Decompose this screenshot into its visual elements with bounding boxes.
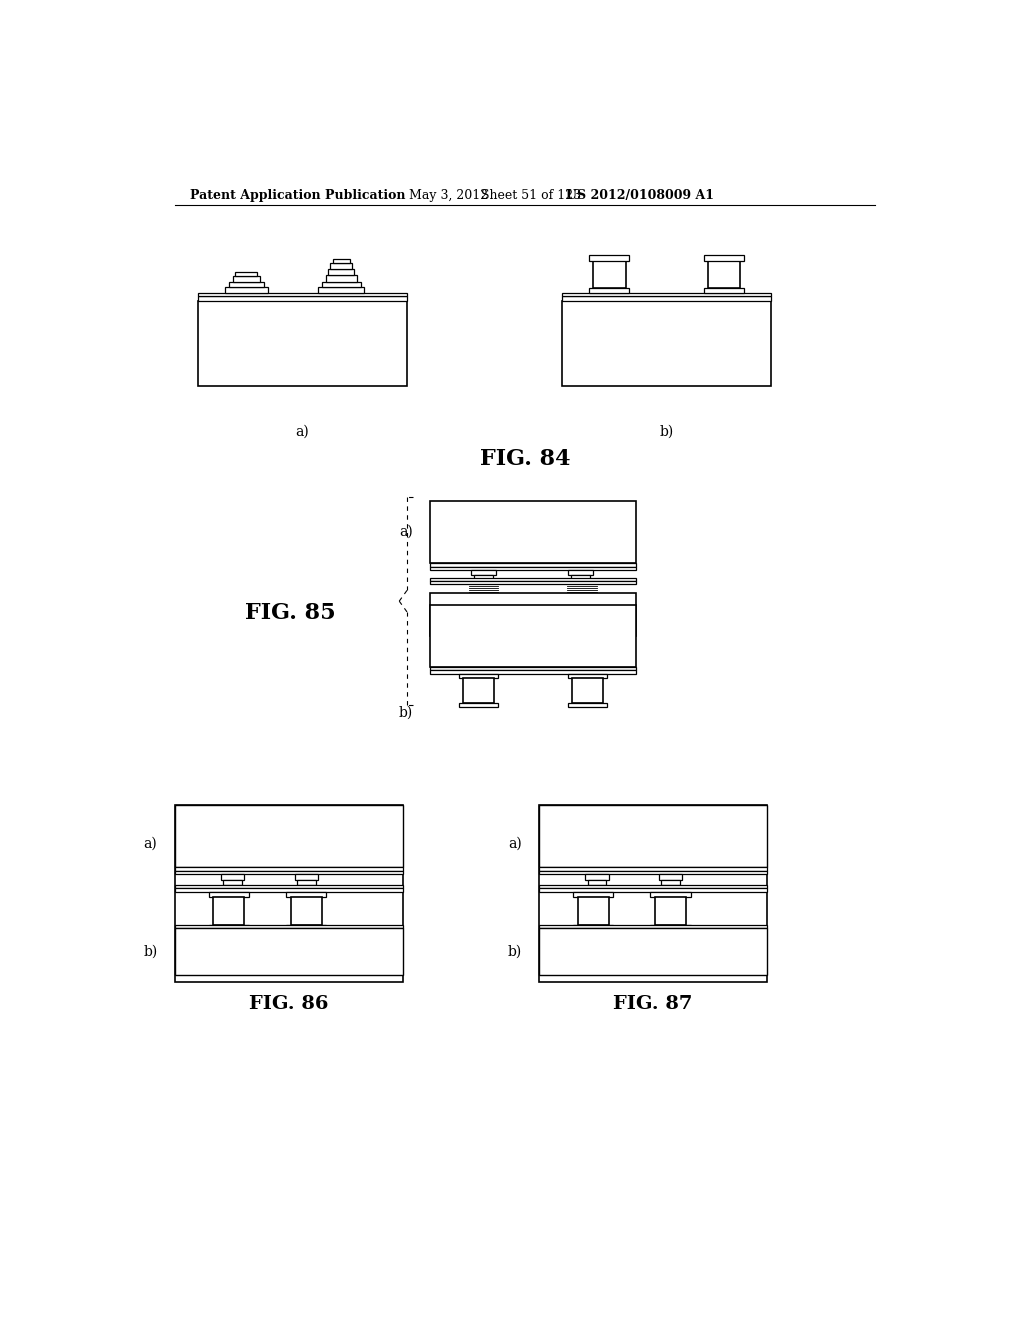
Text: b): b) (143, 945, 158, 958)
Bar (430, 605, 636, 667)
Bar (539, 928, 767, 974)
Bar (223, 880, 242, 884)
Bar (539, 871, 767, 874)
Bar (174, 867, 403, 871)
Bar (209, 892, 249, 896)
Bar (430, 502, 636, 562)
Bar (174, 884, 403, 888)
Bar (221, 874, 245, 880)
Bar (572, 892, 613, 896)
Bar (589, 256, 630, 261)
Bar (232, 276, 260, 282)
Text: a): a) (399, 525, 414, 539)
Bar (471, 570, 496, 576)
Bar (650, 924, 690, 929)
Bar (328, 268, 354, 275)
Text: b): b) (659, 425, 674, 438)
Bar (703, 288, 744, 293)
Text: Patent Application Publication: Patent Application Publication (190, 189, 406, 202)
Bar (650, 892, 690, 896)
Bar (286, 924, 327, 929)
Bar (174, 871, 403, 874)
Bar (174, 805, 403, 982)
Text: May 3, 2012: May 3, 2012 (409, 189, 487, 202)
Text: Sheet 51 of 123: Sheet 51 of 123 (480, 189, 581, 202)
Text: FIG. 84: FIG. 84 (479, 447, 570, 470)
Text: a): a) (508, 837, 521, 850)
Text: FIG. 87: FIG. 87 (613, 995, 693, 1012)
Bar (295, 874, 317, 880)
Bar (228, 282, 263, 286)
Bar (589, 288, 630, 293)
Bar (588, 880, 606, 884)
Bar (430, 578, 636, 581)
Bar (430, 667, 636, 671)
Bar (572, 924, 613, 929)
Bar (539, 884, 767, 888)
Bar (539, 805, 767, 982)
Text: FIG. 85: FIG. 85 (246, 602, 336, 624)
Bar (708, 261, 740, 288)
Bar (174, 888, 403, 892)
Bar (703, 256, 744, 261)
Bar (578, 896, 608, 924)
Bar (568, 675, 607, 678)
Bar (463, 678, 494, 702)
Bar (331, 263, 352, 268)
Bar (234, 272, 257, 276)
Bar (658, 874, 682, 880)
Bar (198, 301, 407, 385)
Bar (539, 867, 767, 871)
Bar (430, 562, 636, 566)
Bar (586, 874, 608, 880)
Text: b): b) (399, 706, 414, 719)
Bar (568, 570, 593, 576)
Bar (655, 896, 686, 924)
Bar (459, 675, 498, 678)
Bar (539, 805, 767, 867)
Bar (286, 892, 327, 896)
Bar (562, 296, 771, 301)
Bar (174, 805, 403, 867)
Bar (322, 282, 360, 286)
Text: US 2012/0108009 A1: US 2012/0108009 A1 (566, 189, 714, 202)
Bar (209, 924, 249, 929)
Bar (297, 880, 315, 884)
Bar (198, 293, 407, 296)
Bar (562, 301, 771, 385)
Bar (333, 259, 349, 263)
Bar (213, 896, 245, 924)
Bar (198, 296, 407, 301)
Bar (662, 880, 680, 884)
Text: a): a) (143, 837, 158, 850)
Bar (225, 286, 267, 293)
Bar (174, 924, 403, 928)
Bar (571, 576, 590, 579)
Bar (459, 702, 498, 706)
Bar (474, 576, 493, 579)
Bar (593, 261, 626, 288)
Bar (291, 896, 322, 924)
Bar (174, 928, 403, 974)
Bar (317, 286, 365, 293)
Text: FIG. 86: FIG. 86 (249, 995, 329, 1012)
Bar (430, 566, 636, 570)
Bar (430, 581, 636, 585)
Bar (568, 702, 607, 706)
Bar (430, 594, 636, 636)
Bar (539, 888, 767, 892)
Text: a): a) (296, 425, 309, 438)
Bar (539, 924, 767, 928)
Bar (562, 293, 771, 296)
Bar (572, 678, 603, 702)
Bar (430, 671, 636, 675)
Bar (326, 275, 356, 282)
Text: b): b) (508, 945, 521, 958)
